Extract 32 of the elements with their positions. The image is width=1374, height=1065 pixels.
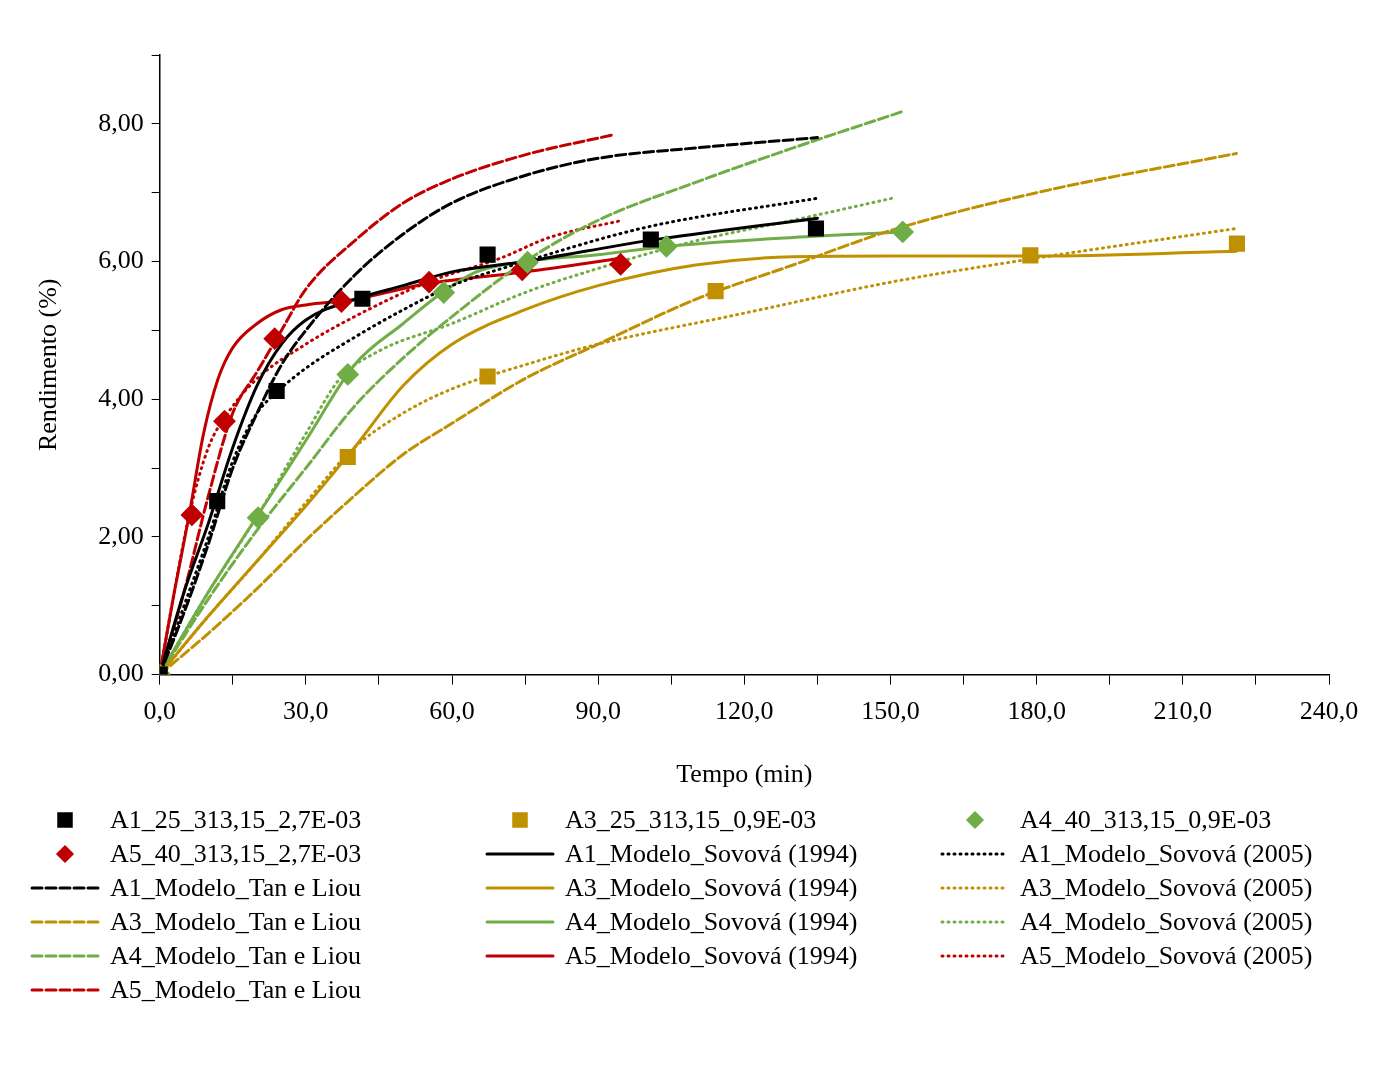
legend-label: A5_40_313,15_2,7E-03 — [110, 839, 362, 869]
x-tick-label: 0,0 — [143, 696, 176, 726]
x-tick-label: 210,0 — [1153, 696, 1213, 726]
x-axis-title: Tempo (min) — [676, 759, 813, 789]
x-tick-label: 180,0 — [1007, 696, 1066, 726]
legend-label: A1_Modelo_Sovová (2005) — [1020, 839, 1313, 869]
legend-label: A3_Modelo_Sovová (2005) — [1020, 873, 1313, 903]
y-tick-label: 6,00 — [98, 245, 144, 275]
y-tick-label: 4,00 — [98, 383, 144, 413]
x-tick-label: 90,0 — [575, 696, 621, 726]
legend-label: A4_Modelo_Tan e Liou — [110, 941, 361, 971]
legend-label: A3_Modelo_Tan e Liou — [110, 907, 361, 937]
legend-label: A5_Modelo_Sovová (1994) — [565, 941, 858, 971]
legend-label: A1_Modelo_Sovová (1994) — [565, 839, 858, 869]
x-tick-label: 240,0 — [1299, 696, 1359, 726]
y-tick-label: 8,00 — [98, 107, 144, 137]
x-tick-label: 30,0 — [283, 696, 329, 726]
x-tick-label: 150,0 — [861, 696, 920, 726]
y-tick-label: 2,00 — [98, 520, 144, 550]
legend-label: A3_Modelo_Sovová (1994) — [565, 873, 858, 903]
legend-label: A1_Modelo_Tan e Liou — [110, 873, 361, 903]
legend-label: A5_Modelo_Sovová (2005) — [1020, 941, 1313, 971]
legend-label: A4_Modelo_Sovová (2005) — [1020, 907, 1313, 937]
x-tick-label: 120,0 — [715, 696, 774, 726]
legend-label: A5_Modelo_Tan e Liou — [110, 975, 361, 1005]
legend-label: A1_25_313,15_2,7E-03 — [110, 805, 362, 835]
y-axis-title: Rendimento (%) — [33, 278, 63, 452]
legend-label: A4_40_313,15_0,9E-03 — [1020, 805, 1272, 835]
legend-label: A3_25_313,15_0,9E-03 — [565, 805, 817, 835]
y-tick-label: 0,00 — [98, 658, 144, 688]
legend-label: A4_Modelo_Sovová (1994) — [565, 907, 858, 937]
x-tick-label: 60,0 — [429, 696, 475, 726]
